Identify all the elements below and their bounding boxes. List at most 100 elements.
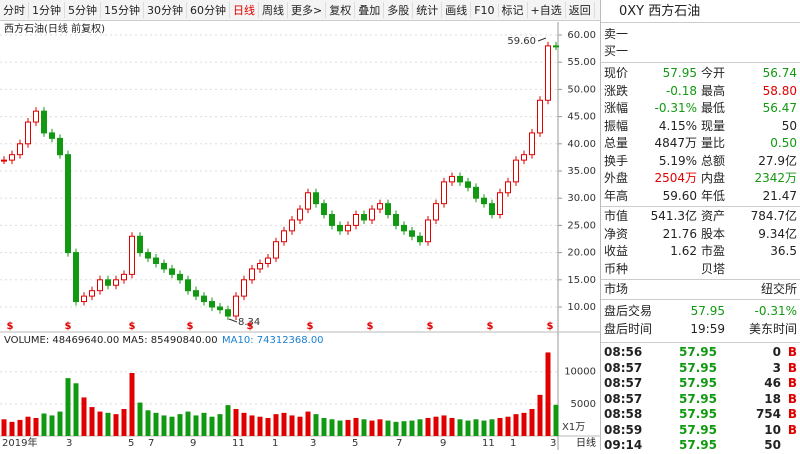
- candle: [297, 208, 303, 221]
- trade-time: 08:56: [604, 345, 643, 359]
- volume-bar: [161, 415, 167, 436]
- candle: [33, 110, 39, 123]
- annotation-pointer: [228, 318, 238, 323]
- dividend-marker: $: [129, 321, 136, 332]
- volume-bar: [105, 412, 111, 436]
- volume-bar: [345, 419, 351, 436]
- toolbar-button[interactable]: 60分钟: [187, 2, 230, 18]
- label: 内盘: [701, 171, 726, 185]
- candle: [313, 192, 319, 205]
- y-tick-label: 25.00: [567, 220, 596, 231]
- candle: [377, 203, 383, 210]
- volume-bar: [497, 418, 503, 436]
- toolbar-button[interactable]: 复权: [326, 2, 356, 18]
- y-tick-label: 60.00: [567, 30, 596, 41]
- toolbar-button[interactable]: 叠加: [355, 2, 385, 18]
- value: 56.47: [762, 101, 797, 115]
- y-tick-label: 20.00: [567, 248, 596, 259]
- trade-volume: 10: [764, 422, 781, 437]
- label: 最低: [701, 101, 726, 115]
- volume-bar: [217, 414, 223, 436]
- volume-bar: [537, 394, 543, 436]
- volume-bar: [33, 418, 39, 436]
- value: -0.31%: [754, 304, 797, 318]
- label: 涨跌: [604, 83, 629, 98]
- volume-bar: [545, 352, 551, 436]
- trade-price: 57.95: [679, 407, 717, 421]
- toolbar-button[interactable]: 分时: [0, 2, 29, 18]
- value: 0.50: [770, 136, 797, 150]
- toolbar-button[interactable]: 标记: [499, 2, 528, 18]
- value: 27.9亿: [758, 153, 797, 168]
- toolbar-button[interactable]: 30分钟: [144, 2, 187, 18]
- candle: [481, 197, 487, 205]
- candle: [273, 241, 279, 259]
- volume-bar: [1, 419, 7, 436]
- toolbar-button[interactable]: 15分钟: [101, 2, 144, 18]
- volume-bar: [81, 397, 87, 436]
- candle: [497, 192, 503, 216]
- label: 年低: [701, 188, 726, 203]
- label: 买一: [604, 44, 629, 58]
- candle: [121, 273, 127, 281]
- volume-bar: [441, 415, 447, 436]
- candle: [489, 203, 495, 216]
- candle: [209, 301, 215, 308]
- label: 卖一: [604, 27, 629, 41]
- volume-bar: [153, 412, 159, 436]
- candle: [97, 279, 103, 292]
- toolbar-button[interactable]: 画线: [442, 2, 472, 18]
- candle: [1, 159, 7, 162]
- volume-bar: [321, 418, 327, 436]
- x-tick-label: 5: [352, 438, 358, 449]
- value: 1.62: [670, 244, 697, 258]
- volume-bar: [377, 419, 383, 436]
- toolbar-button[interactable]: 统计: [413, 2, 443, 18]
- volume-bar: [121, 409, 127, 436]
- toolbar-button[interactable]: 多股: [384, 2, 414, 18]
- candle: [385, 203, 391, 216]
- toolbar-button[interactable]: 5分钟: [65, 2, 101, 18]
- label: 总额: [701, 153, 726, 168]
- toolbar-button[interactable]: +自选: [528, 2, 566, 18]
- label: 盘后交易: [604, 304, 653, 318]
- toolbar-button[interactable]: 周线: [259, 2, 288, 18]
- trade-row: 08:56 57.95 0 B: [601, 344, 800, 361]
- toolbar-button[interactable]: 1分钟: [29, 2, 65, 18]
- candle: [345, 224, 351, 232]
- toolbar: 分时 1分钟 5分钟 15分钟 30分钟 60分钟 日线 周线 更多> 复权 叠加 多股 统计 画线 F10…: [0, 0, 600, 21]
- x-tick-label: 3: [66, 438, 72, 449]
- candle: [537, 99, 543, 134]
- quote-row: 振幅 4.15% 现量 50: [601, 118, 800, 135]
- quote-row: 年高 59.60 年低 21.47: [601, 188, 800, 205]
- volume-bar: [65, 378, 71, 436]
- dividend-marker: $: [487, 321, 494, 332]
- y-tick-label: 15.00: [567, 275, 596, 286]
- candle: [425, 219, 431, 243]
- label: 总量: [604, 136, 629, 150]
- volume-bar: [457, 419, 463, 436]
- toolbar-button[interactable]: 日线: [230, 2, 259, 18]
- toolbar-button[interactable]: F10: [471, 3, 499, 17]
- separator: [601, 279, 800, 280]
- label: 收益: [604, 244, 629, 258]
- volume-bar: [513, 414, 519, 436]
- y-tick-label: 10000: [564, 367, 596, 378]
- candle: [81, 295, 87, 303]
- volume-bar: [249, 415, 255, 436]
- stock-title: 0XY 西方石油: [619, 4, 701, 19]
- toolbar-button[interactable]: 更多>: [288, 2, 327, 18]
- quote-row: 换手 5.19% 总额 27.9亿: [601, 153, 800, 170]
- y-tick-label: 40.00: [567, 139, 596, 150]
- label: 盘后时间: [604, 322, 653, 336]
- volume-bar: [337, 420, 343, 436]
- volume-bar: [209, 416, 215, 436]
- toolbar-button[interactable]: 返回: [566, 2, 595, 18]
- volume-legend: VOLUME: 48469640.00 MA5: 85490840.00: [4, 335, 218, 346]
- candle: [153, 257, 159, 264]
- separator: [601, 299, 800, 300]
- trade-time: 08:59: [604, 422, 643, 437]
- value: 2342万: [754, 171, 797, 185]
- volume-bar: [9, 421, 15, 436]
